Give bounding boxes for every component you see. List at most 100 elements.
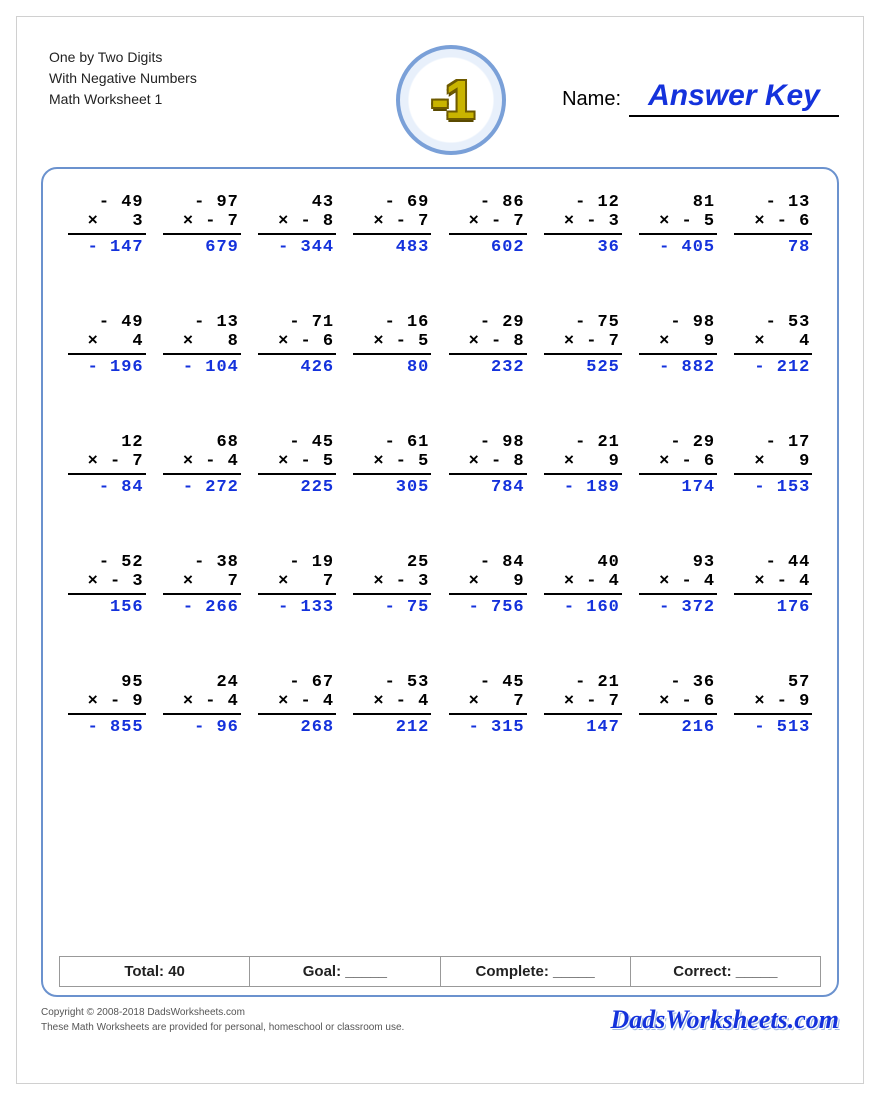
problem: - 98× - 8 784 (449, 433, 527, 497)
answer: 147 (544, 715, 622, 737)
operand-b: × - 5 (639, 212, 717, 231)
problem: - 17× 9- 153 (734, 433, 812, 497)
problem: - 49× 3- 147 (68, 193, 146, 257)
answer: 784 (449, 475, 527, 497)
problem: - 97× - 7679 (163, 193, 241, 257)
operand-b: × - 5 (353, 332, 431, 351)
answer: - 372 (639, 595, 717, 617)
disclaimer: These Math Worksheets are provided for p… (41, 1020, 404, 1035)
operand-b: × - 7 (544, 692, 622, 711)
operand-a: - 29 (639, 433, 717, 452)
name-input-line[interactable]: Answer Key (629, 83, 839, 117)
badge-number: -1 (396, 45, 506, 155)
problem: 68× - 4- 272 (163, 433, 241, 497)
answer: 483 (353, 235, 431, 257)
stat-complete: Complete: _____ (441, 957, 631, 986)
operand-a: 43 (258, 193, 336, 212)
answer: 225 (258, 475, 336, 497)
answer: - 160 (544, 595, 622, 617)
operand-a: - 13 (734, 193, 812, 212)
operand-a: 25 (353, 553, 431, 572)
footer: Copyright © 2008-2018 DadsWorksheets.com… (41, 1005, 839, 1035)
problem: 12× - 7- 84 (68, 433, 146, 497)
stat-total: Total: 40 (60, 957, 250, 986)
title-line-3: Math Worksheet 1 (49, 89, 197, 110)
operand-a: - 53 (734, 313, 812, 332)
operand-b: × 7 (163, 572, 241, 591)
operand-a: - 21 (544, 433, 622, 452)
answer: - 96 (163, 715, 241, 737)
problem: - 45× 7 - 315 (449, 673, 527, 737)
copyright: Copyright © 2008-2018 DadsWorksheets.com (41, 1005, 404, 1020)
problem: - 45× - 5225 (258, 433, 336, 497)
operand-b: × 7 (258, 572, 336, 591)
operand-a: - 61 (353, 433, 431, 452)
operand-b: × - 3 (353, 572, 431, 591)
problem: - 38× 7- 266 (163, 553, 241, 617)
problem: - 98× 9- 882 (639, 313, 717, 377)
problem-grid: - 49× 3- 147- 97× - 767943× - 8- 344- 69… (59, 193, 821, 737)
problem: - 61× - 5305 (353, 433, 431, 497)
operand-a: - 86 (449, 193, 527, 212)
worksheet-badge: -1 (396, 45, 506, 155)
problem-row: - 49× 3- 147 - 97× - 7679 43× - 8- 344 - 69… (59, 193, 821, 257)
problem: - 29× - 8232 (449, 313, 527, 377)
operand-b: × - 6 (639, 692, 717, 711)
operand-b: × 9 (544, 452, 622, 471)
operand-b: × 4 (734, 332, 812, 351)
operand-a: - 45 (449, 673, 527, 692)
operand-a: - 45 (258, 433, 336, 452)
operand-a: 40 (544, 553, 622, 572)
problem: - 53× - 4212 (353, 673, 431, 737)
operand-b: × - 3 (544, 212, 622, 231)
answer: 36 (544, 235, 622, 257)
answer: - 153 (734, 475, 812, 497)
operand-a: - 53 (353, 673, 431, 692)
answer: 602 (449, 235, 527, 257)
operand-b: × - 4 (734, 572, 812, 591)
stat-correct: Correct: _____ (631, 957, 820, 986)
answer: - 75 (353, 595, 431, 617)
problem: - 13× 8- 104 (163, 313, 241, 377)
operand-a: 68 (163, 433, 241, 452)
problem: - 12× - 336 (544, 193, 622, 257)
answer: 78 (734, 235, 812, 257)
operand-a: - 19 (258, 553, 336, 572)
operand-a: 95 (68, 673, 146, 692)
problem: - 69× - 7483 (353, 193, 431, 257)
title-line-1: One by Two Digits (49, 47, 197, 68)
operand-b: × 7 (449, 692, 527, 711)
operand-a: - 44 (734, 553, 812, 572)
problem: - 53× 4- 212 (734, 313, 812, 377)
operand-b: × - 4 (639, 572, 717, 591)
stat-goal: Goal: _____ (250, 957, 440, 986)
answer: - 104 (163, 355, 241, 377)
answer: - 196 (68, 355, 146, 377)
operand-b: × - 4 (544, 572, 622, 591)
problem: - 13× - 678 (734, 193, 812, 257)
stats-bar: Total: 40 Goal: _____ Complete: _____ Co… (59, 956, 821, 987)
operand-b: × - 8 (449, 452, 527, 471)
brand-logo: DadsWorksheets.com (611, 1005, 839, 1035)
answer: - 266 (163, 595, 241, 617)
operand-b: × 8 (163, 332, 241, 351)
operand-a: - 69 (353, 193, 431, 212)
answer: - 756 (449, 595, 527, 617)
operand-a: - 98 (449, 433, 527, 452)
problem: 43× - 8- 344 (258, 193, 336, 257)
answer: 232 (449, 355, 527, 377)
operand-a: 81 (639, 193, 717, 212)
problem-row: 12× - 7- 8468× - 4- 272- 45× - 5225- 61×… (59, 433, 821, 497)
problem: - 44× - 4176 (734, 553, 812, 617)
operand-b: × - 8 (449, 332, 527, 351)
answer: - 344 (258, 235, 336, 257)
operand-a: - 52 (68, 553, 146, 572)
problem: 95× - 9- 855 (68, 673, 146, 737)
answer: - 189 (544, 475, 622, 497)
operand-b: × - 9 (68, 692, 146, 711)
answer: 679 (163, 235, 241, 257)
answer: - 315 (449, 715, 527, 737)
operand-a: - 97 (163, 193, 241, 212)
problem-row: - 52× - 3156- 38× 7- 266- 19× 7- 13325× … (59, 553, 821, 617)
problem: - 67× - 4268 (258, 673, 336, 737)
